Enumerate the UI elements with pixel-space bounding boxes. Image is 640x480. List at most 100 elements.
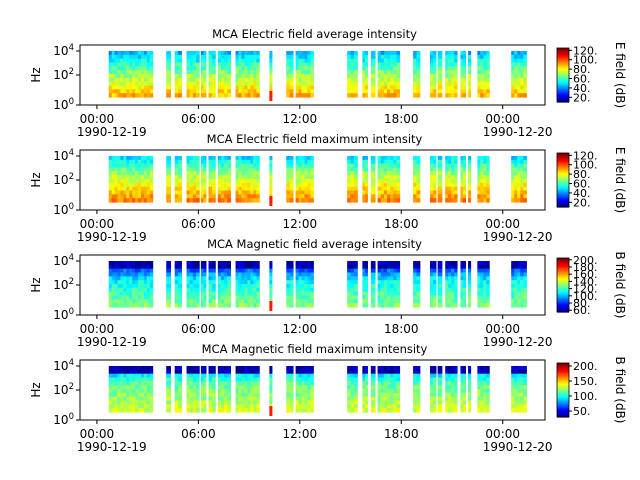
spectrogram-cell [286, 276, 291, 281]
spectrogram-cell [437, 198, 443, 203]
spectrogram-cell [462, 186, 467, 192]
spectrogram-cell [430, 261, 434, 266]
spectrogram-cell [146, 81, 151, 87]
spectrogram-cell [304, 284, 308, 289]
spectrogram-cell [269, 377, 273, 382]
colorbar-swatch [557, 306, 569, 309]
spectrogram-cell [220, 299, 225, 304]
spectrogram-cell [114, 190, 119, 195]
spectrogram-cell [114, 291, 119, 297]
spectrogram-cell [166, 287, 171, 293]
colorbar-swatch [557, 192, 569, 195]
spectrogram-cell [241, 70, 245, 75]
spectrogram-cell [448, 385, 452, 390]
spectrogram-cell [140, 167, 145, 172]
spectrogram-cell [289, 62, 294, 67]
spectrogram-cell [413, 163, 417, 169]
spectrogram-cell [517, 186, 521, 192]
spectrogram-cell [132, 74, 136, 79]
spectrogram-cell [451, 264, 455, 270]
spectrogram-cell [520, 159, 524, 165]
spectrogram-cell [480, 171, 484, 176]
spectrogram-cell [241, 373, 245, 379]
spectrogram-cell [393, 381, 397, 386]
spectrogram-cell [295, 179, 300, 184]
spectrogram-cell [286, 74, 291, 79]
spectrogram-cell [362, 377, 366, 382]
spectrogram-cell [253, 276, 257, 281]
spectrogram-cell [387, 392, 391, 398]
colorbar-swatch [557, 403, 569, 406]
spectrogram-cell [347, 175, 352, 180]
spectrogram-cell [301, 93, 305, 98]
spectrogram-cell [189, 377, 194, 382]
spectrogram-cell [241, 299, 245, 304]
spectrogram-cell [520, 299, 524, 304]
colorbar-swatch [557, 279, 569, 282]
spectrogram-cell [120, 268, 124, 274]
spectrogram-cell [189, 366, 194, 371]
spectrogram-cell [347, 194, 352, 199]
spectrogram-cell [477, 276, 481, 281]
spectrogram-cell [514, 179, 518, 184]
spectrogram-cell [432, 194, 437, 199]
spectrogram-cell [138, 171, 142, 176]
spectrogram-cell [203, 400, 207, 405]
spectrogram-cell [304, 171, 308, 176]
spectrogram-cell [454, 58, 458, 64]
spectrogram-cell [256, 51, 260, 56]
spectrogram-cell [416, 366, 421, 371]
spectrogram-cell [108, 175, 113, 180]
spectrogram-cell [247, 287, 251, 293]
spectrogram-cell [364, 70, 368, 75]
spectrogram-cell [286, 70, 291, 75]
spectrogram-cell [196, 280, 200, 285]
spectrogram-cell [520, 264, 524, 270]
spectrogram-cell [511, 389, 515, 394]
spectrogram-cell [186, 381, 191, 386]
spectrogram-cell [301, 295, 305, 300]
colorbar-swatch [557, 385, 569, 388]
spectrogram-cell [517, 182, 521, 188]
spectrogram-cell [298, 369, 303, 375]
spectrogram-cell [117, 404, 121, 409]
spectrogram-cell [468, 156, 472, 161]
spectrogram-cell [295, 190, 300, 195]
spectrogram-cell [186, 85, 191, 90]
spectrogram-cell [301, 280, 305, 285]
spectrogram-cell [486, 272, 490, 277]
spectrogram-cell [192, 186, 197, 192]
spectrogram-cell [416, 54, 421, 60]
spectrogram-cell [114, 276, 119, 281]
spectrogram-cell [350, 58, 355, 64]
spectrogram-cell [483, 408, 487, 413]
spectrogram-cell [380, 81, 385, 87]
spectrogram-cell [120, 377, 124, 382]
spectrogram-cell [486, 261, 490, 266]
spectrogram-cell [451, 159, 455, 165]
spectrogram-cell [307, 299, 311, 304]
spectrogram-cell [132, 198, 136, 203]
spectrogram-cell [135, 70, 139, 75]
spectrogram-cell [295, 89, 300, 94]
spectrogram-cell [269, 70, 273, 75]
spectrogram-cell [413, 194, 417, 199]
spectrogram-cell [387, 54, 391, 60]
spectrogram-cell [192, 194, 197, 199]
spectrogram-cell [269, 190, 273, 195]
spectrogram-cell [468, 74, 472, 79]
spectrogram-cell [445, 369, 449, 375]
spectrogram-cell [143, 295, 148, 300]
spectrogram-cell [298, 264, 303, 270]
spectrogram-cell [289, 303, 294, 308]
spectrogram-cell [149, 51, 154, 56]
colorbar-swatch [557, 272, 569, 275]
spectrogram-cell [200, 291, 204, 297]
spectrogram-cell [460, 179, 464, 184]
spectrogram-cell [146, 77, 151, 83]
spectrogram-cell [430, 389, 434, 394]
spectrogram-cell [192, 276, 197, 281]
spectrogram-cell [390, 287, 394, 293]
spectrogram-cell [304, 404, 308, 409]
spectrogram-cell [380, 396, 385, 402]
